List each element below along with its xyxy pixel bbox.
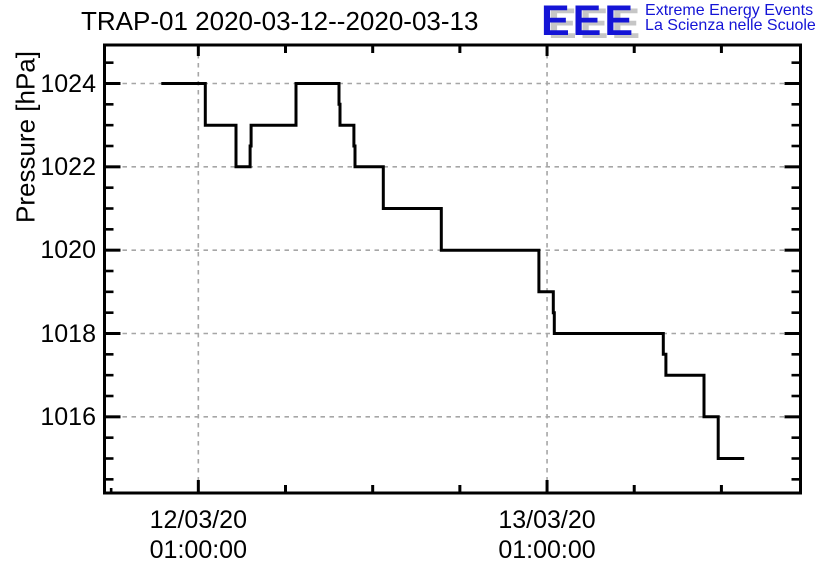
eee-logo: EEE Extreme Energy Events La Scienza nel…: [541, 0, 816, 45]
x-tick-label: 12/03/20 01:00:00: [149, 506, 247, 564]
x-tick-label: 13/03/20 01:00:00: [498, 506, 596, 564]
chart-title: TRAP-01 2020-03-12--2020-03-13: [81, 6, 479, 36]
eee-logo-line1: Extreme Energy Events: [645, 2, 814, 19]
y-tick-label: 1016: [40, 402, 96, 431]
y-tick-label: 1020: [40, 236, 96, 265]
pressure-step-line: [161, 82, 745, 460]
y-tick-label: 1024: [40, 69, 96, 98]
eee-logo-text: Extreme Energy Events La Scienza nelle S…: [645, 2, 816, 34]
plot-frame: [103, 43, 802, 495]
y-tick-label: 1022: [40, 152, 96, 181]
eee-logo-line2: La Scienza nelle Scuole: [645, 16, 816, 34]
eee-logo-acronym: EEE: [541, 0, 637, 45]
y-tick-label: 1018: [40, 319, 96, 348]
